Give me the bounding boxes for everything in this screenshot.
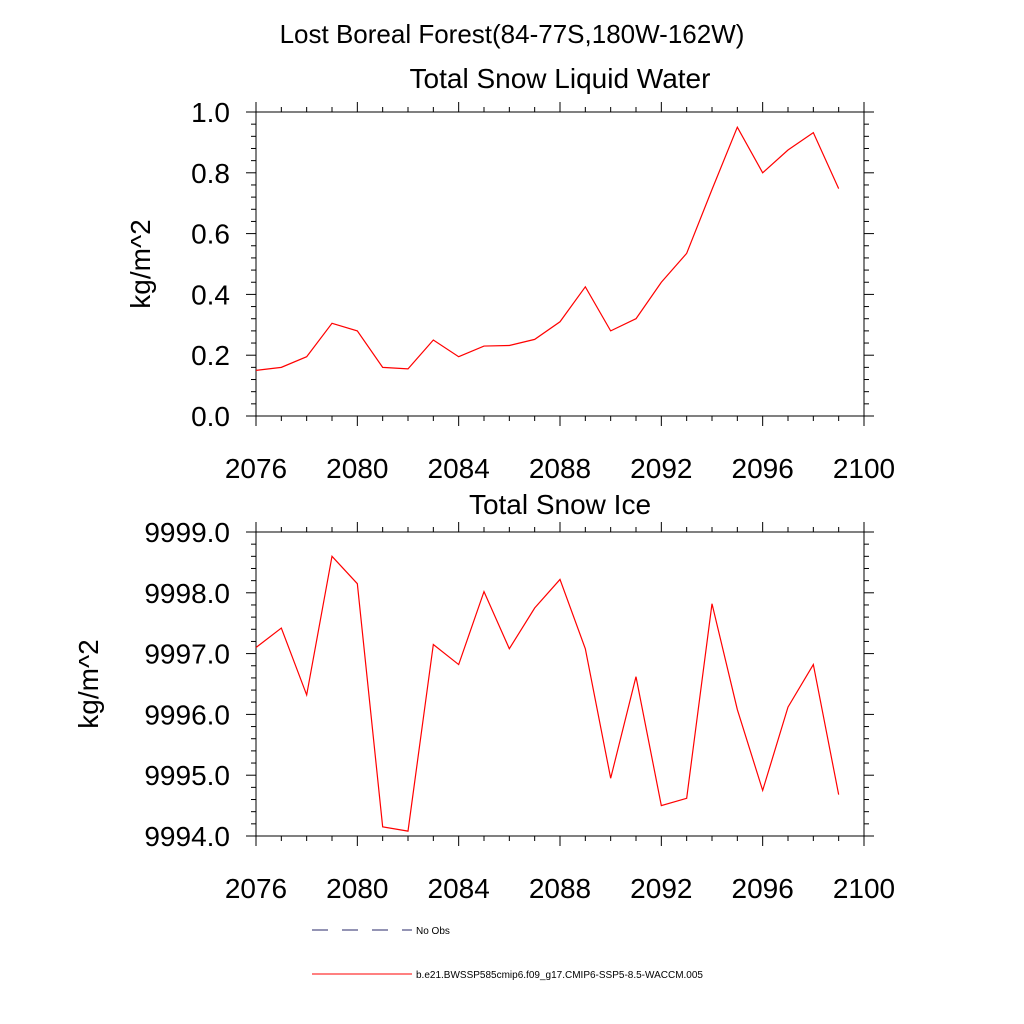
- x-tick-label: 2092: [630, 873, 692, 904]
- x-tick-label: 2076: [225, 453, 287, 484]
- x-tick-label: 2100: [833, 453, 895, 484]
- chart-title: Total Snow Ice: [469, 489, 651, 520]
- legend: No Obs b.e21.BWSSP585cmip6.f09_g17.CMIP6…: [312, 926, 703, 981]
- y-tick-label: 0.2: [191, 340, 230, 371]
- y-tick-label: 0.6: [191, 219, 230, 250]
- x-tick-label: 2084: [428, 453, 490, 484]
- y-axis-label: kg/m^2: [73, 639, 104, 728]
- y-tick-label: 9998.0: [144, 578, 230, 609]
- x-tick-label: 2096: [732, 453, 794, 484]
- series-line: [255, 555, 840, 832]
- y-tick-label: 9994.0: [144, 821, 230, 852]
- y-axis-label: kg/m^2: [125, 219, 156, 308]
- x-tick-label: 2076: [225, 873, 287, 904]
- legend-model-label: b.e21.BWSSP585cmip6.f09_g17.CMIP6-SSP5-8…: [416, 970, 703, 981]
- y-tick-label: 0.8: [191, 158, 230, 189]
- x-tick-label: 2092: [630, 453, 692, 484]
- y-tick-label: 0.4: [191, 279, 230, 310]
- y-tick-label: 0.0: [191, 401, 230, 432]
- panel-snow-liquid-water: Total Snow Liquid Water kg/m^2 2076 2080 208…: [125, 63, 895, 484]
- y-tick-label: 9996.0: [144, 699, 230, 730]
- series-line: [255, 125, 840, 371]
- x-tick-label: 2084: [428, 873, 490, 904]
- x-tick-label: 2096: [732, 873, 794, 904]
- x-tick-label: 2088: [529, 453, 591, 484]
- figure-title: Lost Boreal Forest(84-77S,180W-162W): [280, 19, 745, 49]
- y-tick-label: 9999.0: [144, 517, 230, 548]
- y-tick-label: 9997.0: [144, 639, 230, 670]
- legend-obs-label: No Obs: [416, 926, 450, 937]
- x-tick-label: 2088: [529, 873, 591, 904]
- x-tick-label: 2080: [326, 453, 388, 484]
- chart-title: Total Snow Liquid Water: [410, 63, 711, 94]
- y-tick-label: 9995.0: [144, 760, 230, 791]
- panel-snow-ice: Total Snow Ice kg/m^2 2076 2080 2084 2088 2092…: [73, 489, 895, 904]
- x-tick-label: 2080: [326, 873, 388, 904]
- x-tick-label: 2100: [833, 873, 895, 904]
- y-tick-label: 1.0: [191, 97, 230, 128]
